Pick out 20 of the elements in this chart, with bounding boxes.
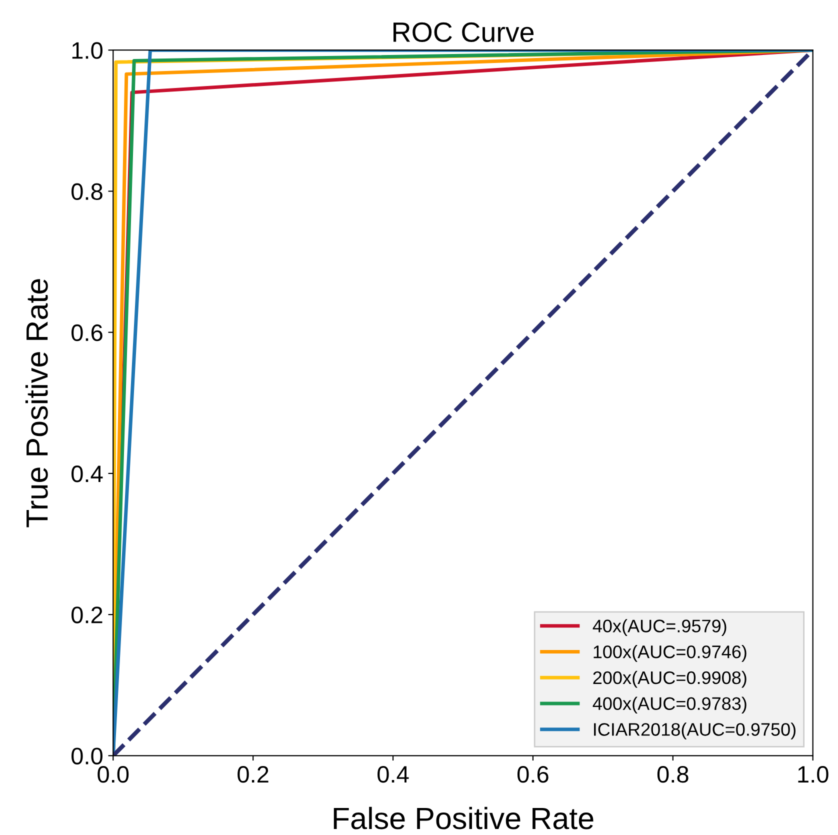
legend-label: 200x(AUC=0.9908) [593,670,746,688]
y-tick-label: 1.0 [72,42,102,59]
legend-label: ICIAR2018(AUC=0.9750) [594,722,796,740]
y-tick-label: 0.8 [72,183,102,200]
x-tick-label: 0.2 [238,766,268,783]
y-axis-title: True Positive Rate [25,279,48,528]
x-axis-title: False Positive Rate [334,806,594,830]
x-tick-label: 0.4 [378,766,409,783]
chart-title: ROC Curve [394,22,534,42]
y-tick-label: 0.4 [72,466,103,482]
x-tick-label: 0.8 [657,766,688,783]
legend-label: 400x(AUC=0.9783) [592,696,746,714]
y-tick-label: 0.2 [72,606,102,624]
x-tick-label: 0.6 [517,766,548,783]
legend-label: 100x(AUC=0.9746) [594,645,746,662]
y-tick-label: 0.0 [72,748,102,764]
y-tick-label: 0.6 [72,324,102,342]
x-tick-label: 1.0 [798,766,828,783]
legend-label: 40x(AUC=.9579) [592,619,726,636]
x-tick-label: 0.0 [98,766,129,783]
